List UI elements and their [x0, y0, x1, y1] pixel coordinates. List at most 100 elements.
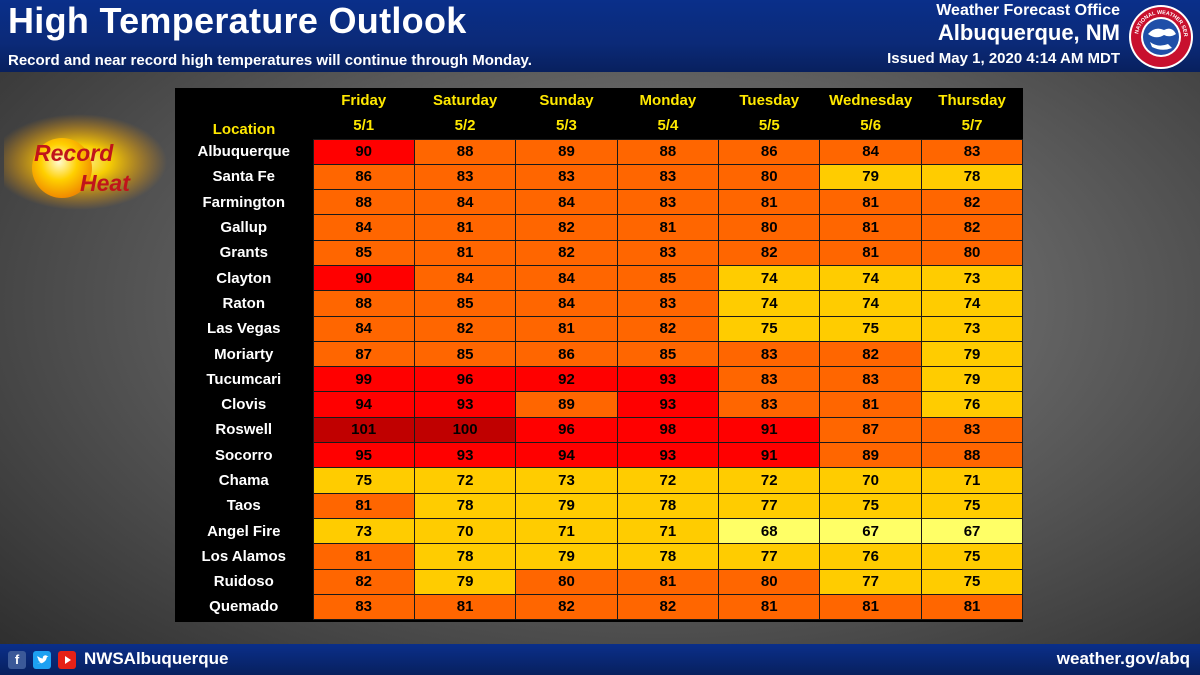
- temperature-cell: 81: [312, 492, 415, 519]
- date-header: 5/3: [556, 117, 577, 135]
- location-name: Las Vegas: [175, 316, 313, 342]
- temperature-cell: 82: [312, 568, 415, 595]
- twitter-icon[interactable]: [33, 651, 51, 669]
- temperature-cell: 73: [312, 517, 415, 545]
- temperature-cell: 93: [616, 366, 720, 393]
- temperature-cell: 85: [413, 290, 517, 317]
- temperature-cell: 82: [616, 315, 720, 342]
- page-title: High Temperature Outlook: [8, 0, 467, 41]
- temperature-cell: 75: [920, 543, 1024, 570]
- location-name: Albuquerque: [175, 139, 313, 165]
- temperature-cell: 84: [515, 290, 618, 317]
- social-handle[interactable]: NWSAlbuquerque: [84, 649, 229, 668]
- website-link[interactable]: weather.gov/abq: [1056, 649, 1190, 668]
- temperature-cell: 81: [312, 543, 415, 570]
- temperature-cell: 74: [819, 264, 922, 292]
- temperature-cell: 81: [616, 214, 720, 241]
- temperature-cell: 72: [616, 467, 720, 494]
- table-row: Farmington 88 84 84 83 81 81 82: [175, 189, 1024, 216]
- temperature-cell: 81: [819, 239, 922, 266]
- temperature-cell: 75: [819, 315, 922, 342]
- table-body: Albuquerque 90 88 89 88 86 84 83 Santa Fe 86 83 83 8…: [175, 138, 1024, 621]
- date-header: 5/6: [860, 117, 882, 135]
- temperature-cell: 81: [616, 568, 720, 595]
- temperature-cell: 70: [819, 467, 922, 494]
- temperature-cell: 67: [920, 517, 1024, 545]
- footer-bar: f NWSAlbuquerque weather.gov/abq: [0, 644, 1200, 675]
- temperature-cell: 91: [718, 416, 821, 444]
- temperature-cell: 79: [920, 366, 1024, 393]
- temperature-cell: 101: [312, 416, 415, 444]
- temperature-cell: 88: [616, 138, 720, 165]
- date-header-row: Location 5/1 5/2 5/3 5/4 5/5 5/6 5/7: [175, 113, 1023, 139]
- temperature-cell: 77: [718, 492, 821, 519]
- location-name: Chama: [175, 467, 313, 494]
- temperature-cell: 90: [312, 264, 415, 292]
- temperature-cell: 85: [312, 239, 415, 266]
- temperature-cell: 96: [515, 416, 618, 444]
- youtube-icon[interactable]: [58, 651, 76, 669]
- table-row: Raton 88 85 84 83 74 74 74: [175, 290, 1024, 317]
- location-name: Grants: [175, 240, 313, 266]
- temperature-cell: 94: [312, 391, 415, 418]
- temperature-cell: 83: [718, 340, 821, 368]
- temperature-cell: 93: [616, 391, 720, 418]
- facebook-icon[interactable]: f: [8, 651, 26, 669]
- temperature-cell: 83: [515, 163, 618, 191]
- table-row: Moriarty 87 85 86 85 83 82 79: [175, 340, 1024, 368]
- location-name: Quemado: [175, 594, 313, 620]
- temperature-cell: 88: [920, 442, 1024, 469]
- date-header: 5/5: [758, 117, 780, 135]
- temperature-cell: 83: [312, 593, 415, 621]
- temperature-cell: 82: [920, 214, 1024, 241]
- temperature-cell: 79: [920, 340, 1024, 368]
- temperature-cell: 80: [920, 239, 1024, 266]
- temperature-cell: 91: [718, 442, 821, 469]
- temperature-cell: 84: [312, 214, 415, 241]
- temperature-cell: 81: [718, 593, 821, 621]
- temperature-cell: 82: [718, 239, 821, 266]
- location-name: Los Alamos: [175, 543, 313, 570]
- temperature-cell: 88: [312, 290, 415, 317]
- temperature-cell: 81: [413, 214, 517, 241]
- temperature-cell: 80: [718, 163, 821, 191]
- table-row: Los Alamos 81 78 79 78 77 76 75: [175, 543, 1024, 570]
- temperature-cell: 73: [515, 467, 618, 494]
- table-row: Gallup 84 81 82 81 80 81 82: [175, 214, 1024, 241]
- issued-time: Issued May 1, 2020 4:14 AM MDT: [887, 50, 1120, 67]
- table-row: Quemado 83 81 82 82 81 81 81: [175, 593, 1024, 621]
- temperature-cell: 73: [920, 315, 1024, 342]
- date-header: 5/4: [657, 117, 679, 135]
- temperature-cell: 71: [920, 467, 1024, 494]
- temperature-cell: 77: [819, 568, 922, 595]
- temperature-cell: 90: [312, 138, 415, 165]
- location-header: Location: [212, 121, 276, 138]
- table-row: Grants 85 81 82 83 82 81 80: [175, 239, 1024, 266]
- location-name: Raton: [175, 290, 313, 317]
- table-row: Clovis 94 93 89 93 83 81 76: [175, 391, 1024, 418]
- location-name: Socorro: [175, 442, 313, 468]
- temperature-cell: 83: [920, 138, 1024, 165]
- temperature-cell: 84: [515, 264, 618, 292]
- table-row: Clayton 90 84 84 85 74 74 73: [175, 264, 1024, 292]
- temperature-cell: 72: [413, 467, 517, 494]
- temperature-cell: 89: [515, 138, 618, 165]
- temperature-cell: 83: [616, 239, 720, 266]
- temperature-cell: 87: [819, 416, 922, 444]
- temperature-cell: 78: [413, 492, 517, 519]
- temperature-cell: 94: [515, 442, 618, 469]
- temperature-cell: 74: [819, 290, 922, 317]
- temperature-cell: 73: [920, 264, 1024, 292]
- temperature-cell: 79: [819, 163, 922, 191]
- temperature-cell: 81: [819, 593, 922, 621]
- temperature-cell: 84: [312, 315, 415, 342]
- location-name: Taos: [175, 493, 313, 519]
- location-name: Santa Fe: [175, 164, 313, 190]
- location-name: Angel Fire: [175, 518, 313, 544]
- temperature-cell: 93: [413, 442, 517, 469]
- date-header: 5/2: [454, 117, 476, 135]
- table-row: Socorro 95 93 94 93 91 89 88: [175, 442, 1024, 469]
- header-bar: High Temperature Outlook Record and near…: [0, 0, 1200, 72]
- location-name: Farmington: [175, 189, 313, 215]
- table-row: Las Vegas 84 82 81 82 75 75 73: [175, 315, 1024, 342]
